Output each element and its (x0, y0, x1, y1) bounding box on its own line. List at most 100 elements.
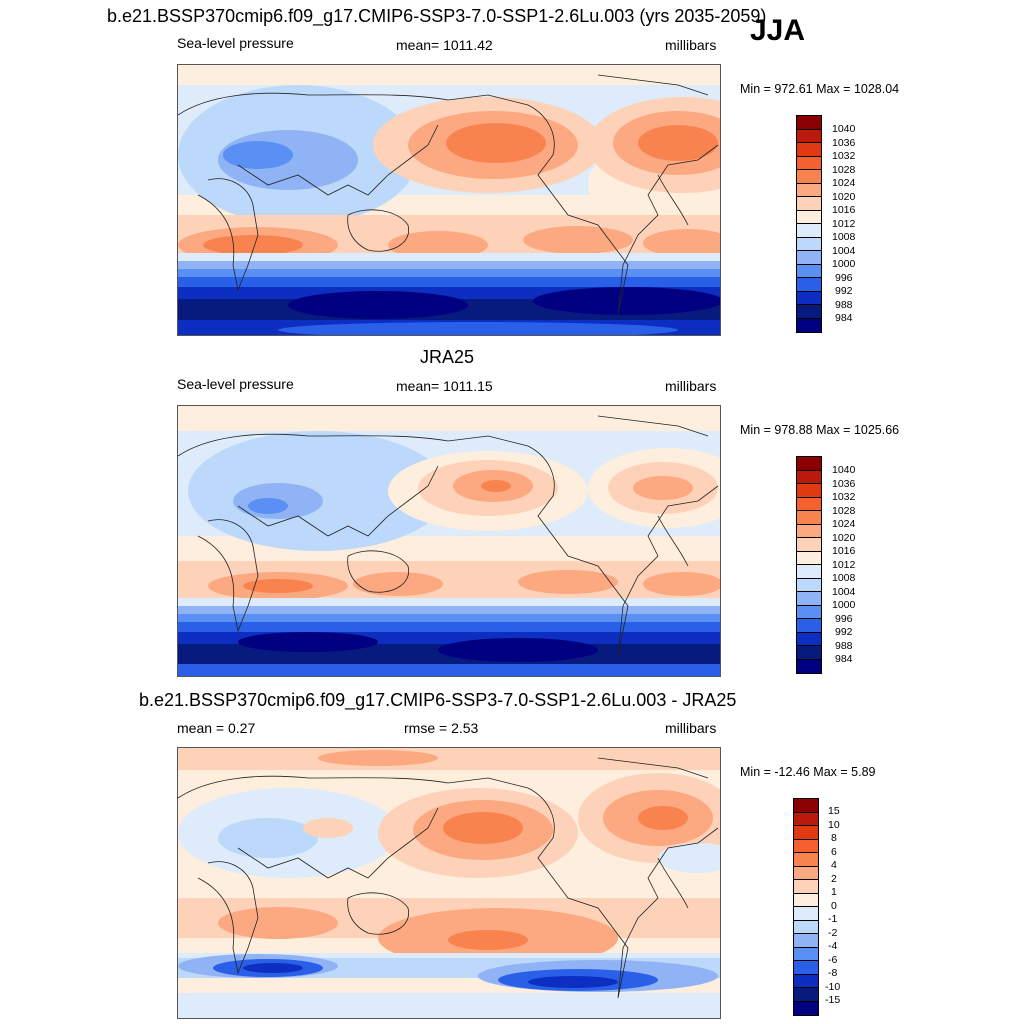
panel1-variable-label: Sea-level pressure (177, 35, 294, 51)
panel3-colorbar-swatch (794, 920, 818, 934)
panel2-colorbar-label: 996 (835, 613, 853, 625)
panel3-colorbar-swatch (794, 961, 818, 975)
panel2-colorbar-label: 1008 (832, 572, 856, 584)
panel1-colorbar-swatch (797, 318, 821, 332)
panel1-colorbar-label: 984 (835, 312, 853, 324)
panel2-colorbar-label: 1020 (832, 532, 856, 544)
panel1-colorbar-label: 1004 (832, 245, 856, 257)
panel1-colorbar-swatch (797, 143, 821, 157)
panel1-colorbar-label: 992 (835, 285, 853, 297)
panel3-colorbar-label: -6 (828, 954, 838, 966)
panel2-colorbar-swatch (797, 632, 821, 646)
panel3-colorbar-swatch (794, 866, 818, 880)
panel2-minmax: Min = 978.88 Max = 1025.66 (740, 423, 900, 437)
panel2-colorbar-swatch (797, 551, 821, 565)
panel2-colorbar-label: 1036 (832, 478, 856, 490)
panel2-colorbar-swatch (797, 497, 821, 511)
panel1-colorbar-swatch (797, 305, 821, 319)
panel2-colorbar-label: 1016 (832, 545, 856, 557)
panel1-colorbar-swatch (797, 116, 821, 130)
panel3-colorbar-label: -10 (825, 981, 841, 993)
panel2-colorbar-label: 1004 (832, 586, 856, 598)
panel1-colorbar-swatch (797, 197, 821, 211)
panel3-colorbar-label: 6 (831, 846, 837, 858)
panel1-colorbar-label: 1036 (832, 137, 856, 149)
panel3-colorbar (793, 798, 819, 1016)
panel3-colorbar-swatch (794, 826, 818, 840)
panel2-colorbar-swatch (797, 538, 821, 552)
panel3-colorbar-label: 0 (831, 900, 837, 912)
panel2-colorbar-swatch (797, 484, 821, 498)
panel2-map (177, 405, 721, 677)
panel3-colorbar-label: 2 (831, 873, 837, 885)
panel3-map (177, 747, 721, 1019)
panel1-colorbar-label: 1020 (832, 191, 856, 203)
panel3-colorbar-swatch (794, 907, 818, 921)
panel3-colorbar-swatch (794, 934, 818, 948)
panel3-colorbar-swatch (794, 839, 818, 853)
panel2-colorbar-label: 1032 (832, 491, 856, 503)
panel2-colorbar-label: 1028 (832, 505, 856, 517)
panel2-colorbar (796, 456, 822, 674)
panel1-minmax: Min = 972.61 Max = 1028.04 (740, 82, 900, 96)
panel3-minmax: Min = -12.46 Max = 5.89 (740, 765, 876, 779)
panel3-colorbar-label: -1 (828, 913, 838, 925)
panel2-title: JRA25 (420, 347, 475, 367)
panel1-contour-field (178, 65, 720, 335)
panel3-colorbar-label: 8 (831, 832, 837, 844)
panel2-colorbar-label: 988 (835, 640, 853, 652)
panel3-colorbar-swatch (794, 893, 818, 907)
panel3-mean-label: mean = 0.27 (177, 720, 256, 736)
panel2-colorbar-swatch (797, 565, 821, 579)
panel1-mean-label: mean= 1011.42 (396, 37, 493, 53)
panel1-colorbar-swatch (797, 210, 821, 224)
panel1-colorbar-swatch (797, 278, 821, 292)
panel3-colorbar-label: 10 (828, 819, 840, 831)
panel3-colorbar-swatch (794, 799, 818, 813)
panel3-colorbar-label: -4 (828, 940, 838, 952)
panel1-map (177, 64, 721, 336)
panel2-colorbar-swatch (797, 646, 821, 660)
panel1-colorbar-swatch (797, 237, 821, 251)
panel1-colorbar-swatch (797, 129, 821, 143)
panel1-title: b.e21.BSSP370cmip6.f09_g17.CMIP6-SSP3-7.… (107, 6, 767, 26)
panel1-colorbar-swatch (797, 291, 821, 305)
panel3-colorbar-swatch (794, 853, 818, 867)
panel3-rmse-label: rmse = 2.53 (404, 720, 479, 736)
panel2-mean-label: mean= 1011.15 (396, 378, 493, 394)
panel1-colorbar-label: 1016 (832, 204, 856, 216)
panel2-colorbar-swatch (797, 457, 821, 471)
panel1-colorbar-label: 1028 (832, 164, 856, 176)
panel1-colorbar-swatch (797, 156, 821, 170)
panel2-colorbar-label: 992 (835, 626, 853, 638)
panel2-colorbar-label: 1012 (832, 559, 856, 571)
panel2-colorbar-label: 1024 (832, 518, 856, 530)
panel1-colorbar-label: 1024 (832, 177, 856, 189)
panel2-colorbar-swatch (797, 578, 821, 592)
panel2-colorbar-swatch (797, 659, 821, 673)
season-label: JJA (750, 14, 806, 47)
panel3-colorbar-swatch (794, 947, 818, 961)
panel3-contour-field (178, 748, 720, 1018)
panel3-title: b.e21.BSSP370cmip6.f09_g17.CMIP6-SSP3-7.… (139, 690, 737, 710)
panel1-colorbar-swatch (797, 264, 821, 278)
panel1-colorbar-swatch (797, 224, 821, 238)
panel2-colorbar-swatch (797, 470, 821, 484)
panel3-colorbar-label: -2 (828, 927, 838, 939)
panel2-contour-field (178, 406, 720, 676)
panel3-colorbar-swatch (794, 988, 818, 1002)
panel3-colorbar-swatch (794, 974, 818, 988)
panel1-colorbar-label: 1008 (832, 231, 856, 243)
panel2-colorbar-label: 984 (835, 653, 853, 665)
panel1-colorbar-swatch (797, 183, 821, 197)
panel1-colorbar-label: 988 (835, 299, 853, 311)
panel2-variable-label: Sea-level pressure (177, 376, 294, 392)
panel3-units-label: millibars (665, 720, 717, 736)
panel2-colorbar-swatch (797, 524, 821, 538)
panel3-colorbar-swatch (794, 1001, 818, 1015)
panel3-colorbar-label: -8 (828, 967, 838, 979)
panel2-units-label: millibars (665, 378, 717, 394)
panel1-colorbar-label: 1012 (832, 218, 856, 230)
panel3-colorbar-label: -15 (825, 994, 841, 1006)
panel1-colorbar-label: 1040 (832, 123, 856, 135)
